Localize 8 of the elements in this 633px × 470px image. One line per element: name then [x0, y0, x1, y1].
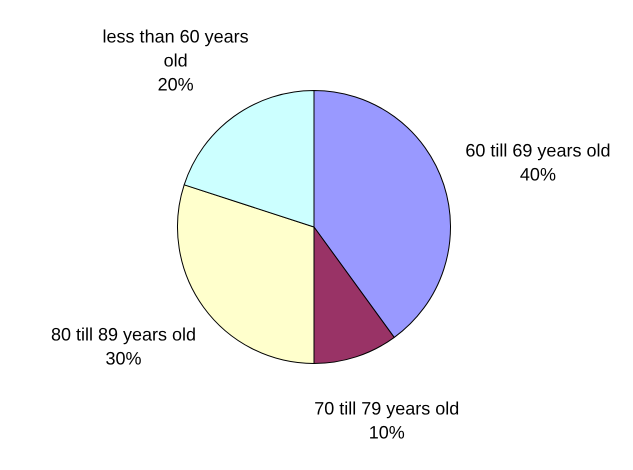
data-label: 40%: [520, 164, 556, 185]
slice-label: 70 till 79 years old: [314, 398, 460, 419]
data-label: 20%: [158, 74, 194, 94]
data-label: 30%: [105, 348, 142, 368]
slice-label: less than 60 years old: [102, 26, 249, 70]
slice-label: 60 till 69 years old: [465, 140, 610, 161]
data-label: 10%: [368, 422, 405, 443]
slice-label: 80 till 89 years old: [50, 324, 196, 344]
